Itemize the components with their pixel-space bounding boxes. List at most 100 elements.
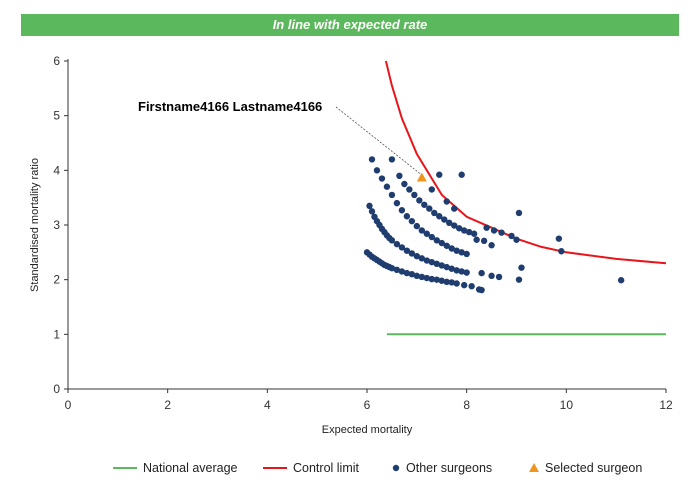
other-surgeon-point <box>436 213 443 220</box>
other-surgeon-point <box>455 225 463 232</box>
legend-item-control-limit: Control limit <box>263 461 360 475</box>
other-surgeon-point <box>453 280 460 287</box>
other-surgeon-point <box>428 233 435 241</box>
other-surgeon-point <box>428 186 435 193</box>
other-surgeon-point <box>368 208 376 215</box>
other-surgeon-point <box>436 171 443 178</box>
other-surgeon-point <box>431 209 438 217</box>
other-surgeon-point <box>433 276 440 283</box>
outlier-status-banner: In line with expected rate <box>21 14 679 36</box>
x-tick-label: 4 <box>264 398 271 412</box>
y-tick-label: 4 <box>53 163 60 177</box>
other-surgeon-point <box>403 213 411 220</box>
other-surgeon-point <box>366 202 373 210</box>
other-surgeon-point <box>458 249 465 256</box>
other-surgeon-point <box>393 266 401 274</box>
selected-surgeon-point <box>416 172 427 182</box>
y-tick-label: 5 <box>53 109 60 123</box>
other-surgeon-point <box>401 180 408 188</box>
y-tick-label: 2 <box>53 273 60 287</box>
other-surgeon-point <box>426 205 433 212</box>
x-tick-label: 6 <box>364 398 371 412</box>
x-tick-label: 12 <box>659 398 673 412</box>
other-surgeon-point <box>413 252 421 260</box>
other-surgeon-point <box>448 279 455 286</box>
other-surgeon-point <box>408 271 416 278</box>
other-surgeon-point <box>406 186 413 193</box>
other-surgeon-point <box>518 264 525 271</box>
other-surgeon-point <box>498 229 505 236</box>
other-surgeon-point <box>443 263 450 271</box>
other-surgeon-point <box>441 216 448 223</box>
other-surgeon-point <box>448 245 455 252</box>
other-surgeon-point <box>513 236 520 243</box>
legend-swatch <box>529 463 539 472</box>
other-surgeon-point <box>483 224 490 231</box>
other-surgeon-point <box>378 175 386 182</box>
annotation: Firstname4166 Lastname4166 <box>138 99 421 174</box>
other-surgeon-point <box>453 247 460 254</box>
other-surgeon-point <box>443 198 450 205</box>
other-surgeon-point <box>443 242 450 249</box>
legend-label: Control limit <box>293 461 360 475</box>
y-tick-label: 0 <box>53 382 60 396</box>
other-surgeon-point <box>453 267 460 274</box>
other-surgeon-point <box>423 257 430 264</box>
other-surgeon-point <box>468 283 475 290</box>
legend-label: National average <box>143 461 238 475</box>
other-surgeon-point <box>398 268 406 275</box>
x-axis-ticks: 0 2 4 6 8 10 12 <box>65 389 673 412</box>
other-surgeon-point <box>418 255 426 262</box>
other-surgeon-point <box>368 156 376 163</box>
other-surgeon-point <box>393 240 401 248</box>
other-surgeon-point <box>408 217 416 225</box>
annotation-leader-line <box>335 106 421 174</box>
other-surgeon-point <box>478 286 485 294</box>
annotation-label: Firstname4166 Lastname4166 <box>138 99 322 114</box>
other-surgeon-point <box>508 232 515 240</box>
y-tick-label: 6 <box>53 54 60 68</box>
other-surgeon-point <box>403 247 411 254</box>
other-surgeon-point <box>465 228 473 236</box>
other-surgeon-point <box>373 167 381 174</box>
legend-item-national-average: National average <box>113 461 238 475</box>
other-surgeon-point <box>480 237 488 245</box>
other-surgeon-point <box>388 156 396 163</box>
other-surgeon-point <box>411 191 418 199</box>
other-surgeon-point <box>418 227 426 234</box>
y-tick-label: 1 <box>53 327 60 341</box>
legend-label: Selected surgeon <box>545 461 642 475</box>
other-surgeon-point <box>383 183 391 190</box>
other-surgeon-point <box>478 269 485 277</box>
other-surgeon-point <box>473 236 480 243</box>
other-surgeon-point <box>463 269 470 276</box>
legend-item-selected-surgeon: Selected surgeon <box>529 461 642 475</box>
other-surgeon-point <box>396 172 403 179</box>
other-surgeon-point <box>490 227 498 234</box>
legend-swatch <box>392 464 400 472</box>
other-surgeon-point <box>448 265 455 272</box>
other-surgeon-point <box>408 250 416 257</box>
other-surgeon-point <box>458 171 465 178</box>
other-surgeon-point <box>388 191 396 199</box>
other-surgeon-point <box>463 250 470 258</box>
other-surgeon-point <box>451 205 458 212</box>
other-surgeon-point <box>433 237 440 244</box>
legend-item-other-surgeons: Other surgeons <box>392 461 492 475</box>
other-surgeon-point <box>433 260 440 268</box>
x-axis-title: Expected mortality <box>322 424 413 436</box>
series-points <box>363 156 625 294</box>
other-surgeon-point <box>458 268 465 275</box>
x-tick-label: 8 <box>463 398 470 412</box>
other-surgeon-point <box>438 277 445 284</box>
other-surgeon-point <box>488 272 495 280</box>
x-tick-label: 10 <box>560 398 574 412</box>
other-surgeon-point <box>403 269 411 277</box>
other-surgeon-point <box>488 242 495 249</box>
y-tick-label: 3 <box>53 218 60 232</box>
other-surgeon-point <box>558 248 565 255</box>
other-surgeon-point <box>423 274 430 282</box>
other-surgeon-point <box>446 219 453 227</box>
other-surgeon-point <box>515 276 523 283</box>
